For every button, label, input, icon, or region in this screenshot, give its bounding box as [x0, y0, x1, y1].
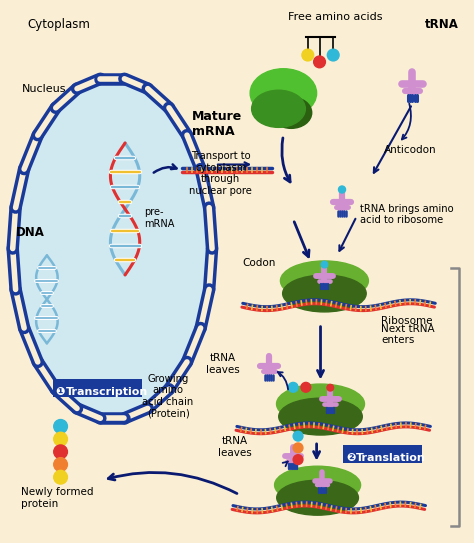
Text: ❶: ❶: [56, 387, 65, 397]
Text: Ribosome: Ribosome: [381, 316, 433, 326]
Text: Mature
mRNA: Mature mRNA: [191, 110, 242, 138]
Circle shape: [338, 186, 346, 193]
Ellipse shape: [252, 90, 305, 128]
Circle shape: [293, 443, 303, 453]
Text: Transcription: Transcription: [65, 387, 148, 397]
Ellipse shape: [279, 398, 362, 435]
Text: DNA: DNA: [16, 226, 45, 239]
Ellipse shape: [274, 466, 361, 504]
Text: tRNA brings amino
acid to ribosome: tRNA brings amino acid to ribosome: [360, 204, 453, 225]
Text: ❷: ❷: [346, 453, 356, 463]
Circle shape: [54, 470, 67, 484]
Circle shape: [288, 382, 298, 392]
Ellipse shape: [13, 78, 212, 420]
Text: Next tRNA
enters: Next tRNA enters: [381, 324, 435, 345]
Text: tRNA
leaves: tRNA leaves: [206, 353, 240, 375]
Ellipse shape: [250, 69, 317, 118]
Ellipse shape: [277, 480, 358, 515]
Text: Codon: Codon: [242, 258, 276, 268]
Circle shape: [54, 432, 67, 446]
Text: Newly formed
protein: Newly formed protein: [21, 487, 94, 508]
Ellipse shape: [283, 275, 366, 312]
Circle shape: [301, 382, 311, 392]
FancyBboxPatch shape: [53, 380, 142, 397]
Circle shape: [321, 261, 328, 268]
Text: Transport to
cytoplasm
through
nuclear pore: Transport to cytoplasm through nuclear p…: [190, 151, 252, 196]
Text: tRNA
leaves: tRNA leaves: [218, 436, 251, 458]
Text: tRNA: tRNA: [425, 18, 459, 31]
Ellipse shape: [281, 261, 368, 301]
Text: pre-
mRNA: pre- mRNA: [145, 207, 175, 229]
Text: Free amino acids: Free amino acids: [288, 12, 383, 22]
Circle shape: [54, 458, 67, 471]
Circle shape: [327, 384, 334, 391]
Circle shape: [293, 454, 303, 464]
Circle shape: [54, 445, 67, 459]
Ellipse shape: [271, 97, 312, 128]
Circle shape: [328, 49, 339, 61]
Circle shape: [54, 420, 67, 433]
Text: Nucleus: Nucleus: [21, 84, 66, 94]
Circle shape: [293, 431, 303, 441]
Ellipse shape: [276, 384, 365, 424]
Text: Translation: Translation: [356, 453, 426, 463]
Circle shape: [314, 56, 325, 68]
Circle shape: [302, 49, 314, 61]
FancyBboxPatch shape: [343, 445, 422, 463]
Text: Cytoplasm: Cytoplasm: [27, 18, 90, 31]
Text: Anticodon: Anticodon: [384, 145, 437, 155]
Text: Growing
amino
acid chain
(Protein): Growing amino acid chain (Protein): [143, 374, 194, 419]
